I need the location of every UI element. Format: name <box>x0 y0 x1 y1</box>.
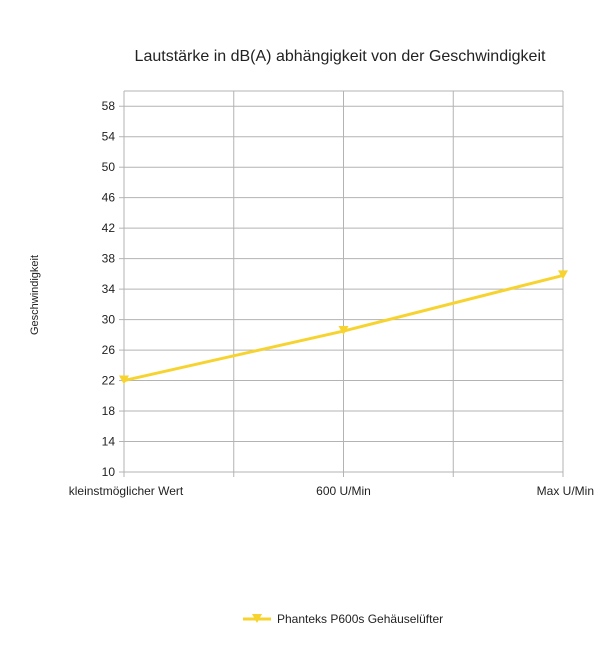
y-tick-label: 26 <box>102 343 116 357</box>
y-tick-label: 10 <box>102 465 116 479</box>
chart-title: Lautstärke in dB(A) abhängigkeit von der… <box>135 48 546 65</box>
y-tick-label: 54 <box>102 130 116 144</box>
data-point-marker <box>338 326 349 336</box>
legend-label: Phanteks P600s Gehäuselüfter <box>277 612 443 626</box>
y-tick-label: 42 <box>102 221 116 235</box>
grid-lines <box>124 90 564 473</box>
y-tick-label: 14 <box>102 435 116 449</box>
y-tick-label: 22 <box>102 374 116 388</box>
y-tick-label: 46 <box>102 191 116 205</box>
y-tick-label: 50 <box>102 160 116 174</box>
x-tick-label: Max U/Min <box>537 484 594 498</box>
data-point-marker <box>558 270 568 280</box>
axes <box>119 91 564 477</box>
x-tick-label: kleinstmöglicher Wert <box>69 484 184 498</box>
legend: Phanteks P600s Gehäuselüfter <box>243 612 443 626</box>
y-tick-label: 18 <box>102 404 116 418</box>
x-tick-label: 600 U/Min <box>316 484 371 498</box>
series-layer <box>119 270 568 385</box>
y-tick-labels: 10 14 18 22 26 30 34 38 42 46 50 54 58 <box>102 99 116 479</box>
y-axis-label: Geschwindigkeit <box>29 255 41 335</box>
legend-marker <box>252 614 262 623</box>
y-tick-label: 38 <box>102 252 116 266</box>
y-tick-label: 58 <box>102 99 116 113</box>
y-tick-label: 34 <box>102 282 116 296</box>
data-point-marker <box>119 375 129 385</box>
y-tick-label: 30 <box>102 313 116 327</box>
x-tick-labels: kleinstmöglicher Wert 600 U/Min Max U/Min <box>69 484 594 498</box>
